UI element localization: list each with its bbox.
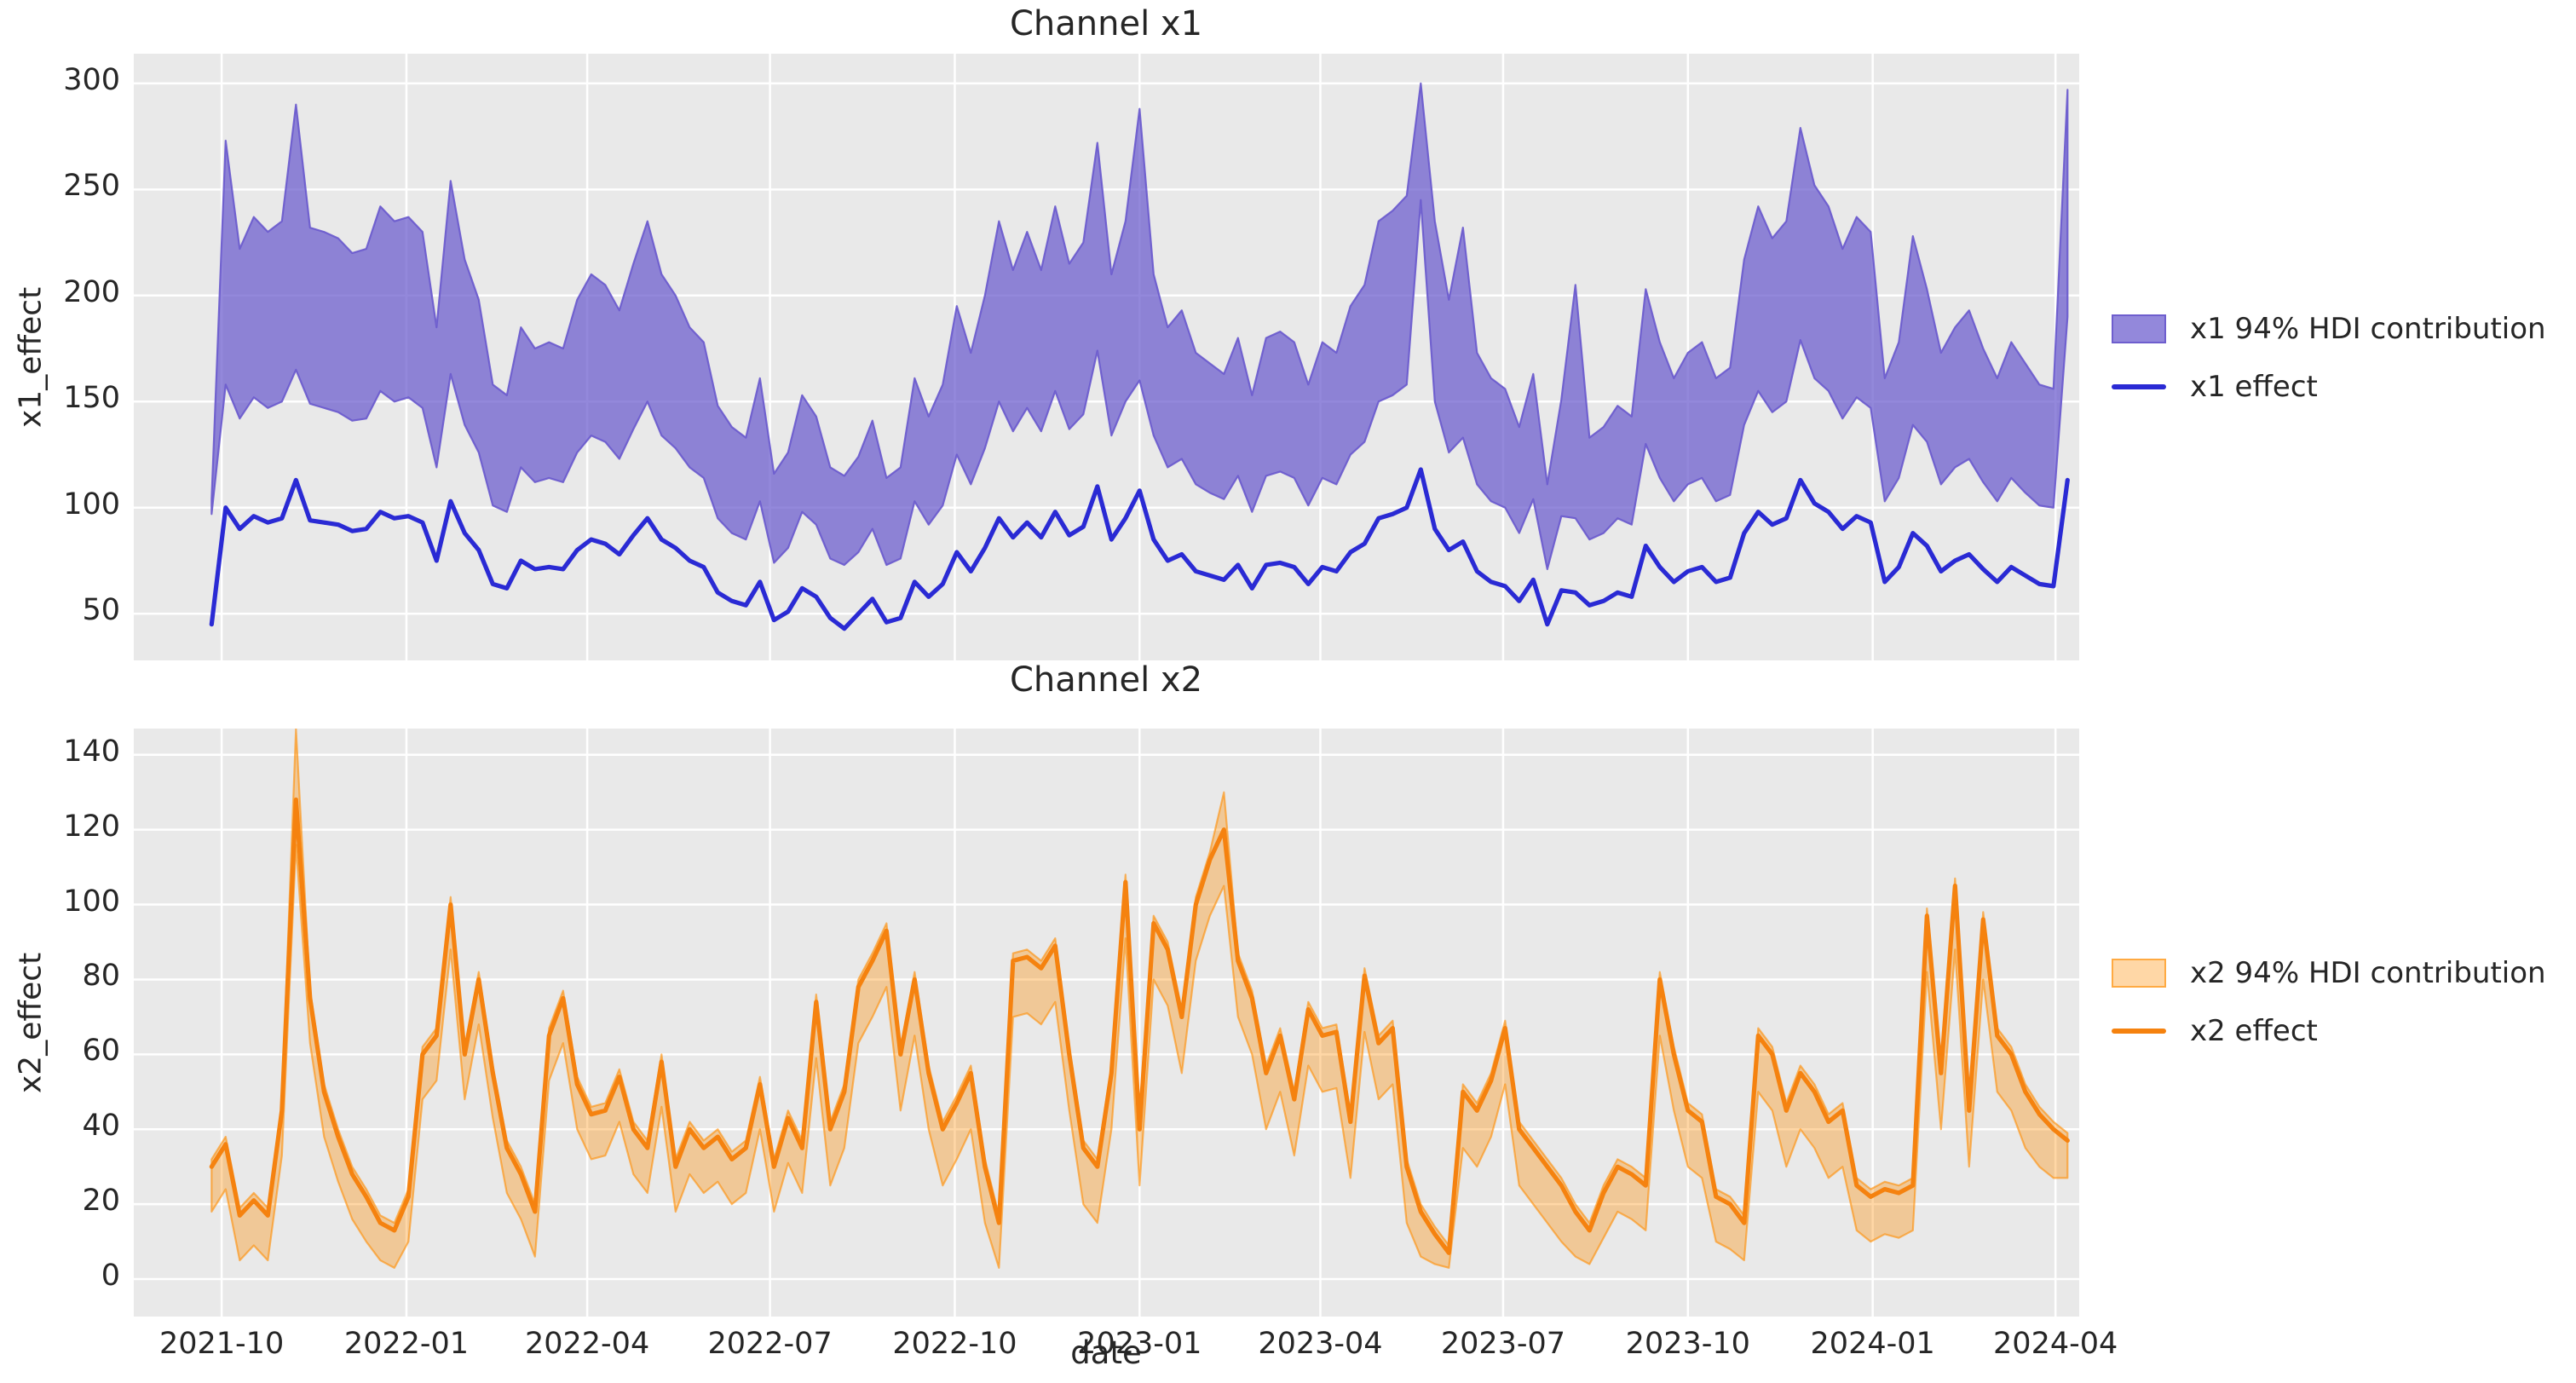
x-tick-label: 2022-04 (524, 1327, 650, 1361)
y-tick-label: 50 (82, 593, 120, 628)
x-tick-label: 2023-07 (1440, 1327, 1566, 1361)
x-tick-label: 2021-10 (158, 1327, 285, 1361)
legend-item-x2-effect: x2 effect (2112, 1002, 2546, 1060)
x-tick-label: 2022-01 (343, 1327, 470, 1361)
legend-x2: x2 94% HDI contribution x2 effect (2112, 944, 2546, 1060)
x-tick-label: 2024-01 (1810, 1327, 1935, 1361)
x-axis-label: date (1070, 1334, 1142, 1371)
x-tick-label: 2022-07 (707, 1327, 833, 1361)
plot-area-x2 (134, 729, 2079, 1317)
plot-area-x1 (134, 54, 2079, 660)
chart-x1-svg (134, 54, 2079, 660)
y-tick-label: 200 (63, 274, 120, 309)
y-tick-label: 40 (82, 1109, 120, 1144)
y-tick-label: 100 (63, 487, 120, 522)
legend-item-x2-hdi: x2 94% HDI contribution (2112, 944, 2546, 1002)
y-tick-label: 250 (63, 169, 120, 204)
y-tick-label: 300 (63, 62, 120, 97)
y-tick-label: 0 (101, 1259, 120, 1294)
y-tick-label: 150 (63, 381, 120, 416)
legend-label-x1-effect: x1 effect (2190, 370, 2318, 404)
x-tick-label: 2022-10 (892, 1327, 1017, 1361)
x1-effect-line-swatch (2112, 384, 2166, 389)
y-tick-label: 100 (63, 884, 120, 919)
x-tick-label: 2023-10 (1625, 1327, 1750, 1361)
legend-label-x2-effect: x2 effect (2190, 1014, 2318, 1048)
chart-title-x2: Channel x2 (1009, 660, 1203, 700)
x-tick-label: 2023-04 (1258, 1327, 1383, 1361)
x1-hdi-band-swatch (2112, 314, 2166, 343)
legend-item-x1-hdi: x1 94% HDI contribution (2112, 300, 2546, 358)
y-tick-label: 120 (63, 809, 120, 844)
legend-item-x1-effect: x1 effect (2112, 358, 2546, 416)
legend-x1: x1 94% HDI contribution x1 effect (2112, 300, 2546, 416)
legend-label-x1-hdi: x1 94% HDI contribution (2190, 312, 2546, 346)
y-axis-label-x1: x1_effect (13, 286, 49, 428)
x2-hdi-band-swatch (2112, 959, 2166, 988)
legend-label-x2-hdi: x2 94% HDI contribution (2190, 956, 2546, 990)
x-tick-label: 2023-01 (1077, 1327, 1202, 1361)
x-tick-label: 2024-04 (1993, 1327, 2118, 1361)
x2-effect-line-swatch (2112, 1029, 2166, 1034)
y-tick-label: 80 (82, 959, 120, 994)
y-tick-label: 20 (82, 1184, 120, 1219)
chart-x2-svg (134, 729, 2079, 1317)
y-tick-label: 140 (63, 734, 120, 769)
y-tick-label: 60 (82, 1034, 120, 1069)
chart-title-x1: Channel x1 (1009, 4, 1203, 43)
